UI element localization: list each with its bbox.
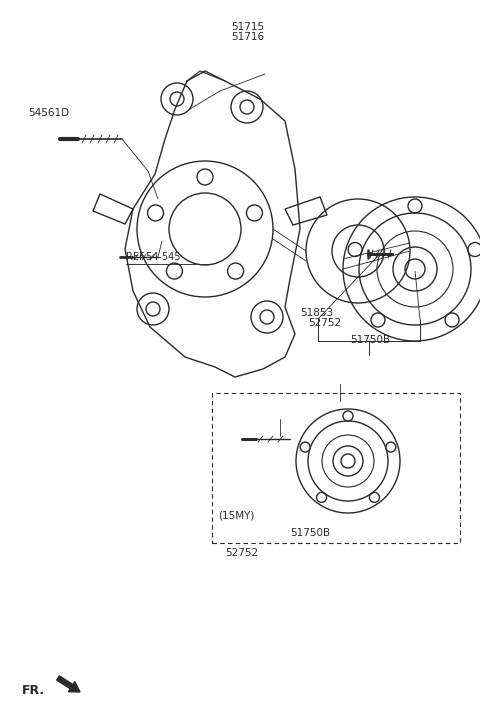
Text: (15MY): (15MY) [218, 510, 254, 520]
Text: REF.54-545: REF.54-545 [126, 252, 180, 262]
Text: 51716: 51716 [231, 32, 264, 42]
Bar [212, 393, 460, 543]
Text: 51750B: 51750B [290, 528, 330, 538]
Text: FR.: FR. [22, 684, 45, 697]
Text: 51853: 51853 [300, 308, 333, 318]
FancyArrow shape [57, 676, 80, 692]
Text: 51750B: 51750B [350, 335, 390, 345]
Text: 52752: 52752 [225, 548, 258, 558]
Text: 54561D: 54561D [28, 108, 69, 118]
Text: 51715: 51715 [231, 22, 264, 32]
Text: 52752: 52752 [308, 318, 341, 328]
